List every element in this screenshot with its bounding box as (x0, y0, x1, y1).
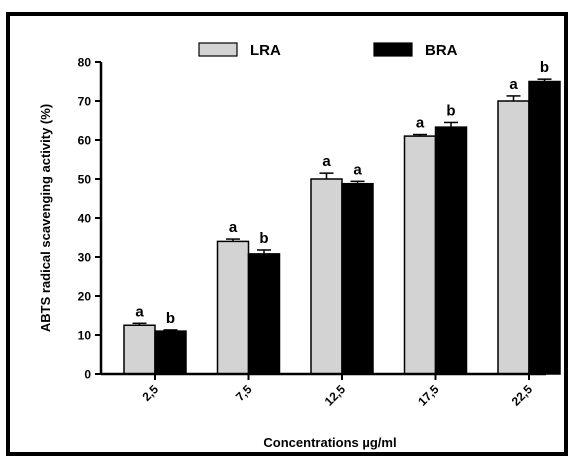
x-axis-label: Concentrations µg/ml (263, 435, 396, 450)
y-axis-label: ABTS radical scavenging activity (%) (38, 104, 53, 332)
significance-label-bra: b (446, 102, 455, 119)
y-tick-label: 70 (78, 95, 92, 109)
y-tick-label: 60 (78, 134, 92, 148)
legend-swatch-lra (198, 42, 238, 57)
y-tick-label: 20 (78, 290, 92, 304)
legend-swatch-bra (373, 42, 413, 57)
y-tick-label: 30 (78, 251, 92, 265)
significance-label-lra: a (322, 153, 331, 170)
y-tick-label: 0 (84, 368, 91, 382)
figure-frame (6, 12, 568, 456)
y-tick-label: 40 (78, 212, 92, 226)
significance-label-lra: a (135, 303, 144, 320)
bar-lra (497, 100, 530, 375)
significance-label-bra: b (540, 59, 549, 76)
y-tick-label: 50 (78, 173, 92, 187)
bar-lra (310, 178, 343, 375)
bar-lra (123, 324, 156, 375)
bars: a b a b a a a b a b (123, 59, 561, 375)
significance-label-bra: b (166, 310, 175, 327)
significance-label-lra: a (509, 76, 518, 93)
bar-bra (247, 253, 281, 375)
legend-label-bra: BRA (425, 42, 458, 59)
legend: LRA BRA (198, 42, 458, 59)
bar-lra (216, 240, 250, 375)
significance-label-lra: a (229, 219, 238, 236)
y-tick-label: 80 (78, 56, 92, 70)
y-axis-ticks: 0 10 20 30 40 50 60 70 80 (78, 56, 101, 382)
significance-label-bra: a (353, 161, 362, 178)
bar-bra (528, 80, 561, 375)
bar-bra (341, 182, 374, 375)
legend-label-lra: LRA (250, 42, 281, 59)
bar-bra (434, 126, 468, 375)
y-tick-label: 10 (78, 329, 92, 343)
bar-lra (403, 135, 437, 375)
bar-bra (154, 330, 187, 375)
significance-label-bra: b (259, 230, 268, 247)
significance-label-lra: a (416, 115, 425, 132)
